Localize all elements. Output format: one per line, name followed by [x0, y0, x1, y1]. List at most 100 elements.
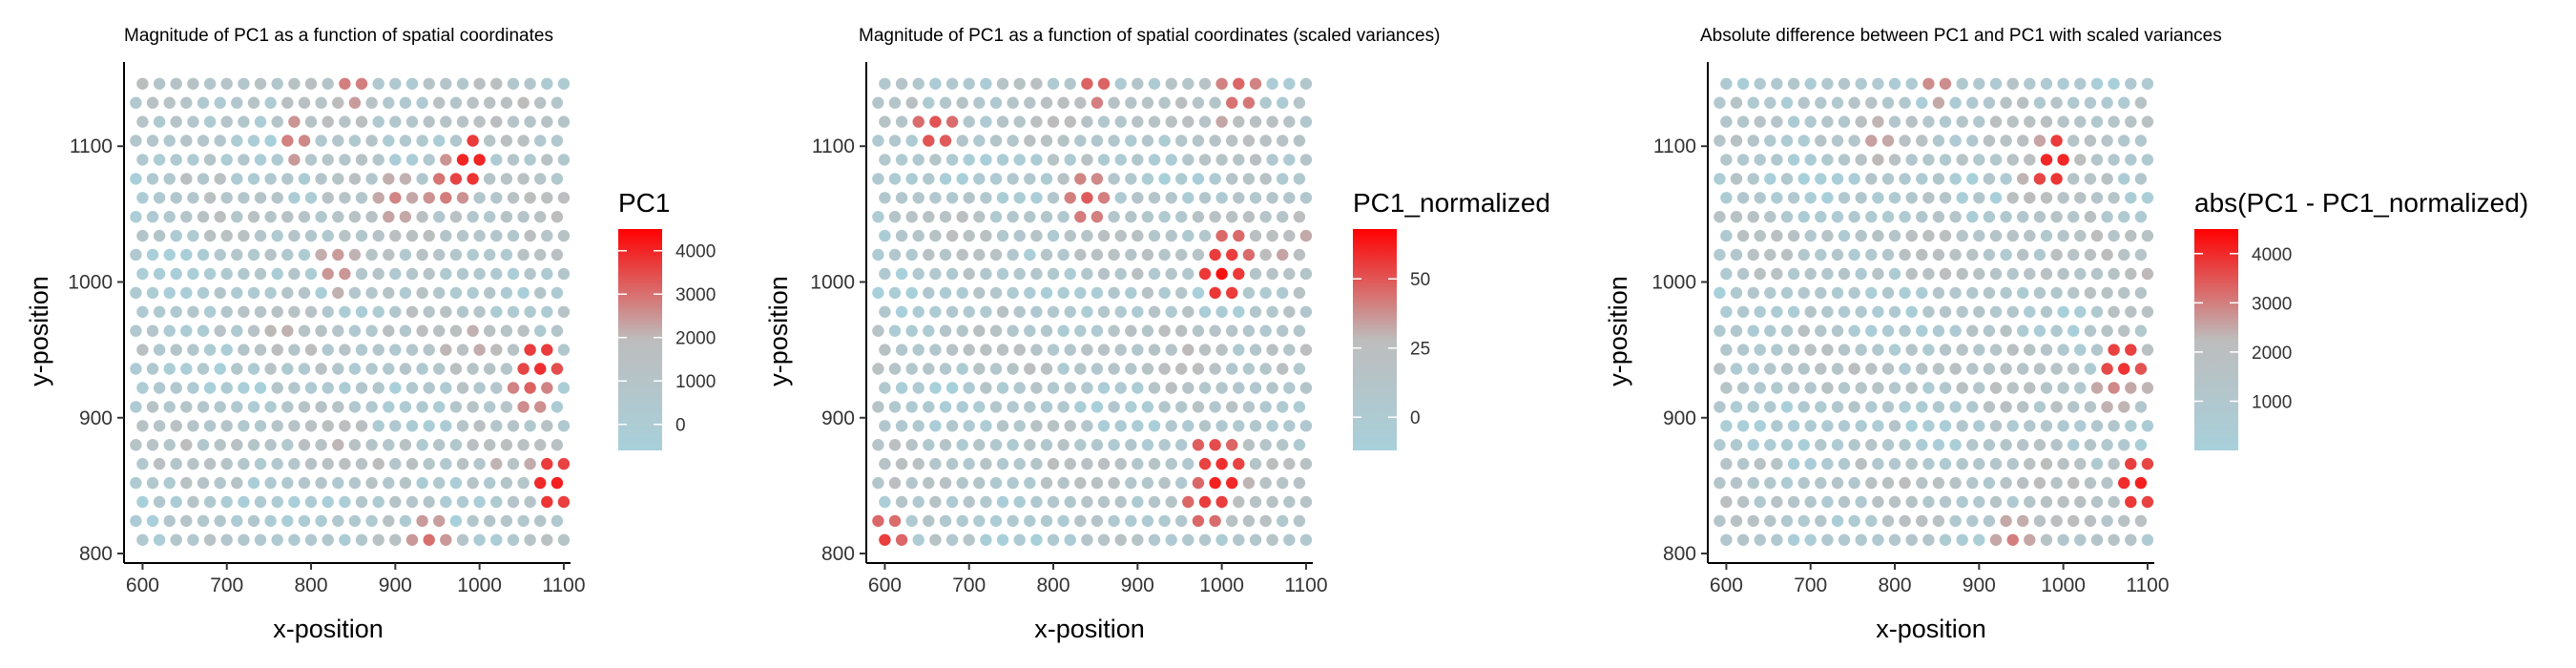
data-point: [1209, 363, 1221, 375]
y-tick-label: 1000: [1652, 271, 1696, 293]
data-point: [1242, 401, 1256, 413]
data-point: [484, 324, 496, 337]
data-point: [130, 96, 142, 109]
data-point: [467, 211, 479, 223]
data-point: [365, 439, 378, 451]
data-point: [2125, 495, 2137, 509]
panel-pc1-normalized: Magnitude of PC1 as a function of spatia…: [764, 26, 1550, 643]
data-point: [399, 173, 412, 185]
y-tick-label: 800: [1663, 543, 1696, 565]
data-point: [440, 495, 452, 509]
x-tick-label: 1100: [542, 574, 585, 596]
data-point: [1215, 229, 1228, 242]
data-point: [1233, 267, 1245, 281]
data-point: [1047, 115, 1060, 128]
data-point: [888, 401, 902, 413]
data-point: [1966, 211, 1979, 223]
data-point: [1780, 173, 1794, 185]
data-point: [939, 514, 952, 528]
data-point: [1249, 192, 1262, 204]
data-point: [1956, 344, 1968, 356]
data-point: [1787, 344, 1800, 356]
data-point: [929, 77, 942, 91]
data-point: [1057, 135, 1070, 147]
data-point: [304, 229, 318, 242]
data-point: [1175, 211, 1188, 223]
data-point: [1215, 344, 1228, 356]
data-point: [288, 154, 301, 166]
data-point: [298, 401, 311, 413]
data-point: [1888, 77, 1901, 91]
data-point: [2101, 96, 2113, 109]
data-point: [254, 420, 267, 432]
data-point: [905, 211, 918, 223]
data-point: [1888, 344, 1901, 356]
data-point: [1182, 344, 1195, 356]
data-point: [517, 173, 530, 185]
data-point: [996, 305, 1009, 318]
data-point: [1855, 420, 1867, 432]
data-point: [383, 439, 395, 451]
data-point: [1922, 382, 1935, 394]
data-point: [1299, 495, 1313, 509]
data-point: [1114, 267, 1127, 281]
data-point: [1266, 495, 1278, 509]
data-point: [2017, 173, 2029, 185]
data-point: [271, 154, 283, 166]
data-point: [423, 229, 435, 242]
data-point: [1754, 420, 1766, 432]
data-point: [1736, 457, 1750, 470]
data-point: [551, 286, 564, 300]
data-point: [517, 135, 530, 147]
data-point: [1881, 286, 1895, 300]
data-point: [1771, 457, 1783, 470]
data-point: [1192, 211, 1205, 223]
data-point: [939, 211, 952, 223]
data-point: [989, 135, 1003, 147]
data-point: [1939, 229, 1952, 242]
data-point: [1108, 476, 1120, 490]
data-point: [180, 476, 193, 490]
data-point: [440, 344, 452, 356]
data-point: [467, 514, 479, 528]
data-point: [1259, 514, 1272, 528]
data-point: [1047, 382, 1060, 394]
data-point: [1848, 211, 1860, 223]
data-point: [203, 457, 217, 470]
data-point: [517, 439, 530, 451]
data-point: [484, 286, 496, 300]
data-point: [1754, 267, 1766, 281]
data-point: [1821, 267, 1834, 281]
data-point: [372, 115, 384, 128]
data-point: [449, 173, 463, 185]
data-point: [557, 495, 571, 509]
data-point: [1815, 248, 1827, 261]
data-point: [180, 286, 193, 300]
data-point: [264, 514, 277, 528]
data-point: [872, 211, 884, 223]
x-tick-label: 800: [1037, 574, 1070, 596]
data-point: [153, 77, 166, 91]
data-point: [2118, 173, 2130, 185]
data-point: [905, 286, 918, 300]
data-point: [1747, 363, 1759, 375]
data-point: [1797, 476, 1810, 490]
data-point: [2125, 344, 2137, 356]
colorbar-tick-label: 2000: [675, 329, 716, 349]
data-point: [1192, 286, 1205, 300]
data-point: [2118, 363, 2130, 375]
data-point: [484, 363, 496, 375]
data-point: [264, 173, 277, 185]
data-point: [1797, 439, 1810, 451]
data-point: [872, 173, 884, 185]
data-point: [1007, 248, 1019, 261]
data-point: [1081, 154, 1093, 166]
data-point: [372, 533, 384, 546]
data-point: [1764, 211, 1776, 223]
data-point: [146, 324, 159, 337]
data-point: [1249, 344, 1262, 356]
data-point: [449, 476, 463, 490]
data-point: [1233, 495, 1245, 509]
data-point: [1226, 211, 1238, 223]
data-point: [2000, 363, 2012, 375]
